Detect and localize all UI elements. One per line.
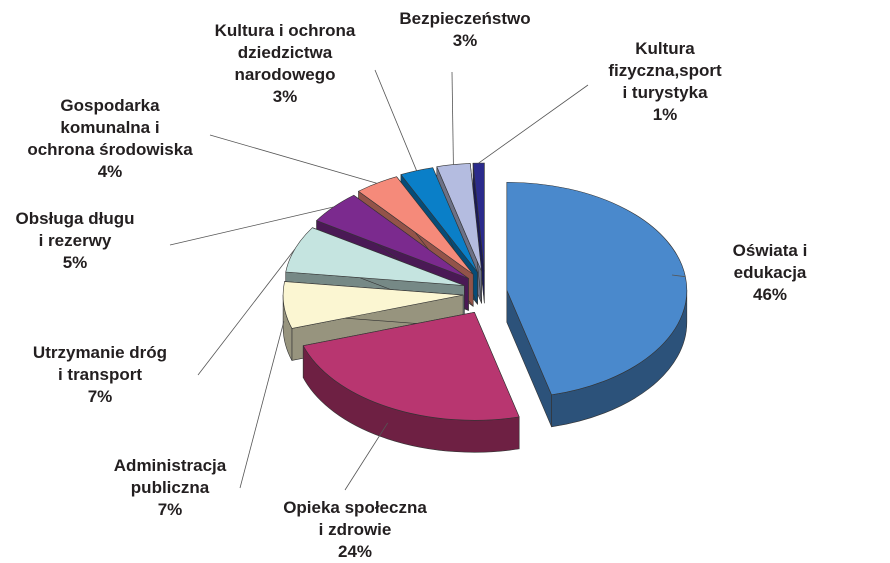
value-label: 7%: [157, 500, 183, 519]
value-label: 7%: [87, 387, 113, 406]
category-label: Obsługa długu i rezerwy: [15, 209, 135, 250]
slice-top: [316, 194, 469, 279]
slice-label: Utrzymanie dróg i transport 7%: [33, 342, 167, 408]
category-label: Gospodarka komunalna i ochrona środowisk…: [27, 96, 193, 159]
value-label: 5%: [62, 253, 88, 272]
value-label: 46%: [752, 285, 788, 304]
slice-label: Kultura i ochrona dziedzictwa narodowego…: [215, 20, 356, 108]
slice-top: [285, 227, 465, 286]
value-label: 1%: [652, 105, 678, 124]
slice-top: [400, 167, 478, 273]
slice-top: [358, 176, 474, 275]
slice-top: [302, 311, 520, 421]
slice-label: Opieka społeczna i zdrowie 24%: [283, 497, 427, 563]
value-label: 3%: [452, 31, 478, 50]
leader-line: [169, 206, 334, 246]
category-label: Utrzymanie dróg i transport: [32, 343, 168, 384]
category-label: Kultura fizyczna,sport i turystyka: [608, 39, 722, 102]
value-label: 3%: [272, 87, 298, 106]
value-label: 4%: [97, 162, 123, 181]
slice-label: Gospodarka komunalna i ochrona środowisk…: [27, 95, 192, 183]
slice-label: Obsługa długu i rezerwy 5%: [16, 208, 135, 274]
leader-line: [197, 248, 296, 376]
category-label: Bezpieczeństwo: [399, 9, 531, 28]
category-label: Oświata i edukacja: [732, 241, 808, 282]
leader-line: [374, 69, 417, 171]
value-label: 24%: [337, 542, 373, 561]
leader-line: [344, 422, 389, 491]
slice-label: Administracja publiczna 7%: [114, 455, 226, 521]
slice-label: Bezpieczeństwo 3%: [399, 8, 530, 52]
slice-top: [436, 163, 482, 272]
slice-top: [282, 281, 464, 329]
slice-label: Kultura fizyczna,sport i turystyka 1%: [608, 38, 721, 126]
leader-line: [671, 274, 686, 278]
category-label: Opieka społeczna i zdrowie: [283, 498, 427, 539]
leader-line: [209, 134, 377, 184]
slice-label: Oświata i edukacja 46%: [710, 240, 830, 306]
leader-line: [478, 84, 589, 164]
category-label: Administracja publiczna: [113, 456, 227, 497]
leader-line: [451, 71, 454, 165]
leader-line: [239, 321, 285, 489]
category-label: Kultura i ochrona dziedzictwa narodowego: [214, 21, 356, 84]
